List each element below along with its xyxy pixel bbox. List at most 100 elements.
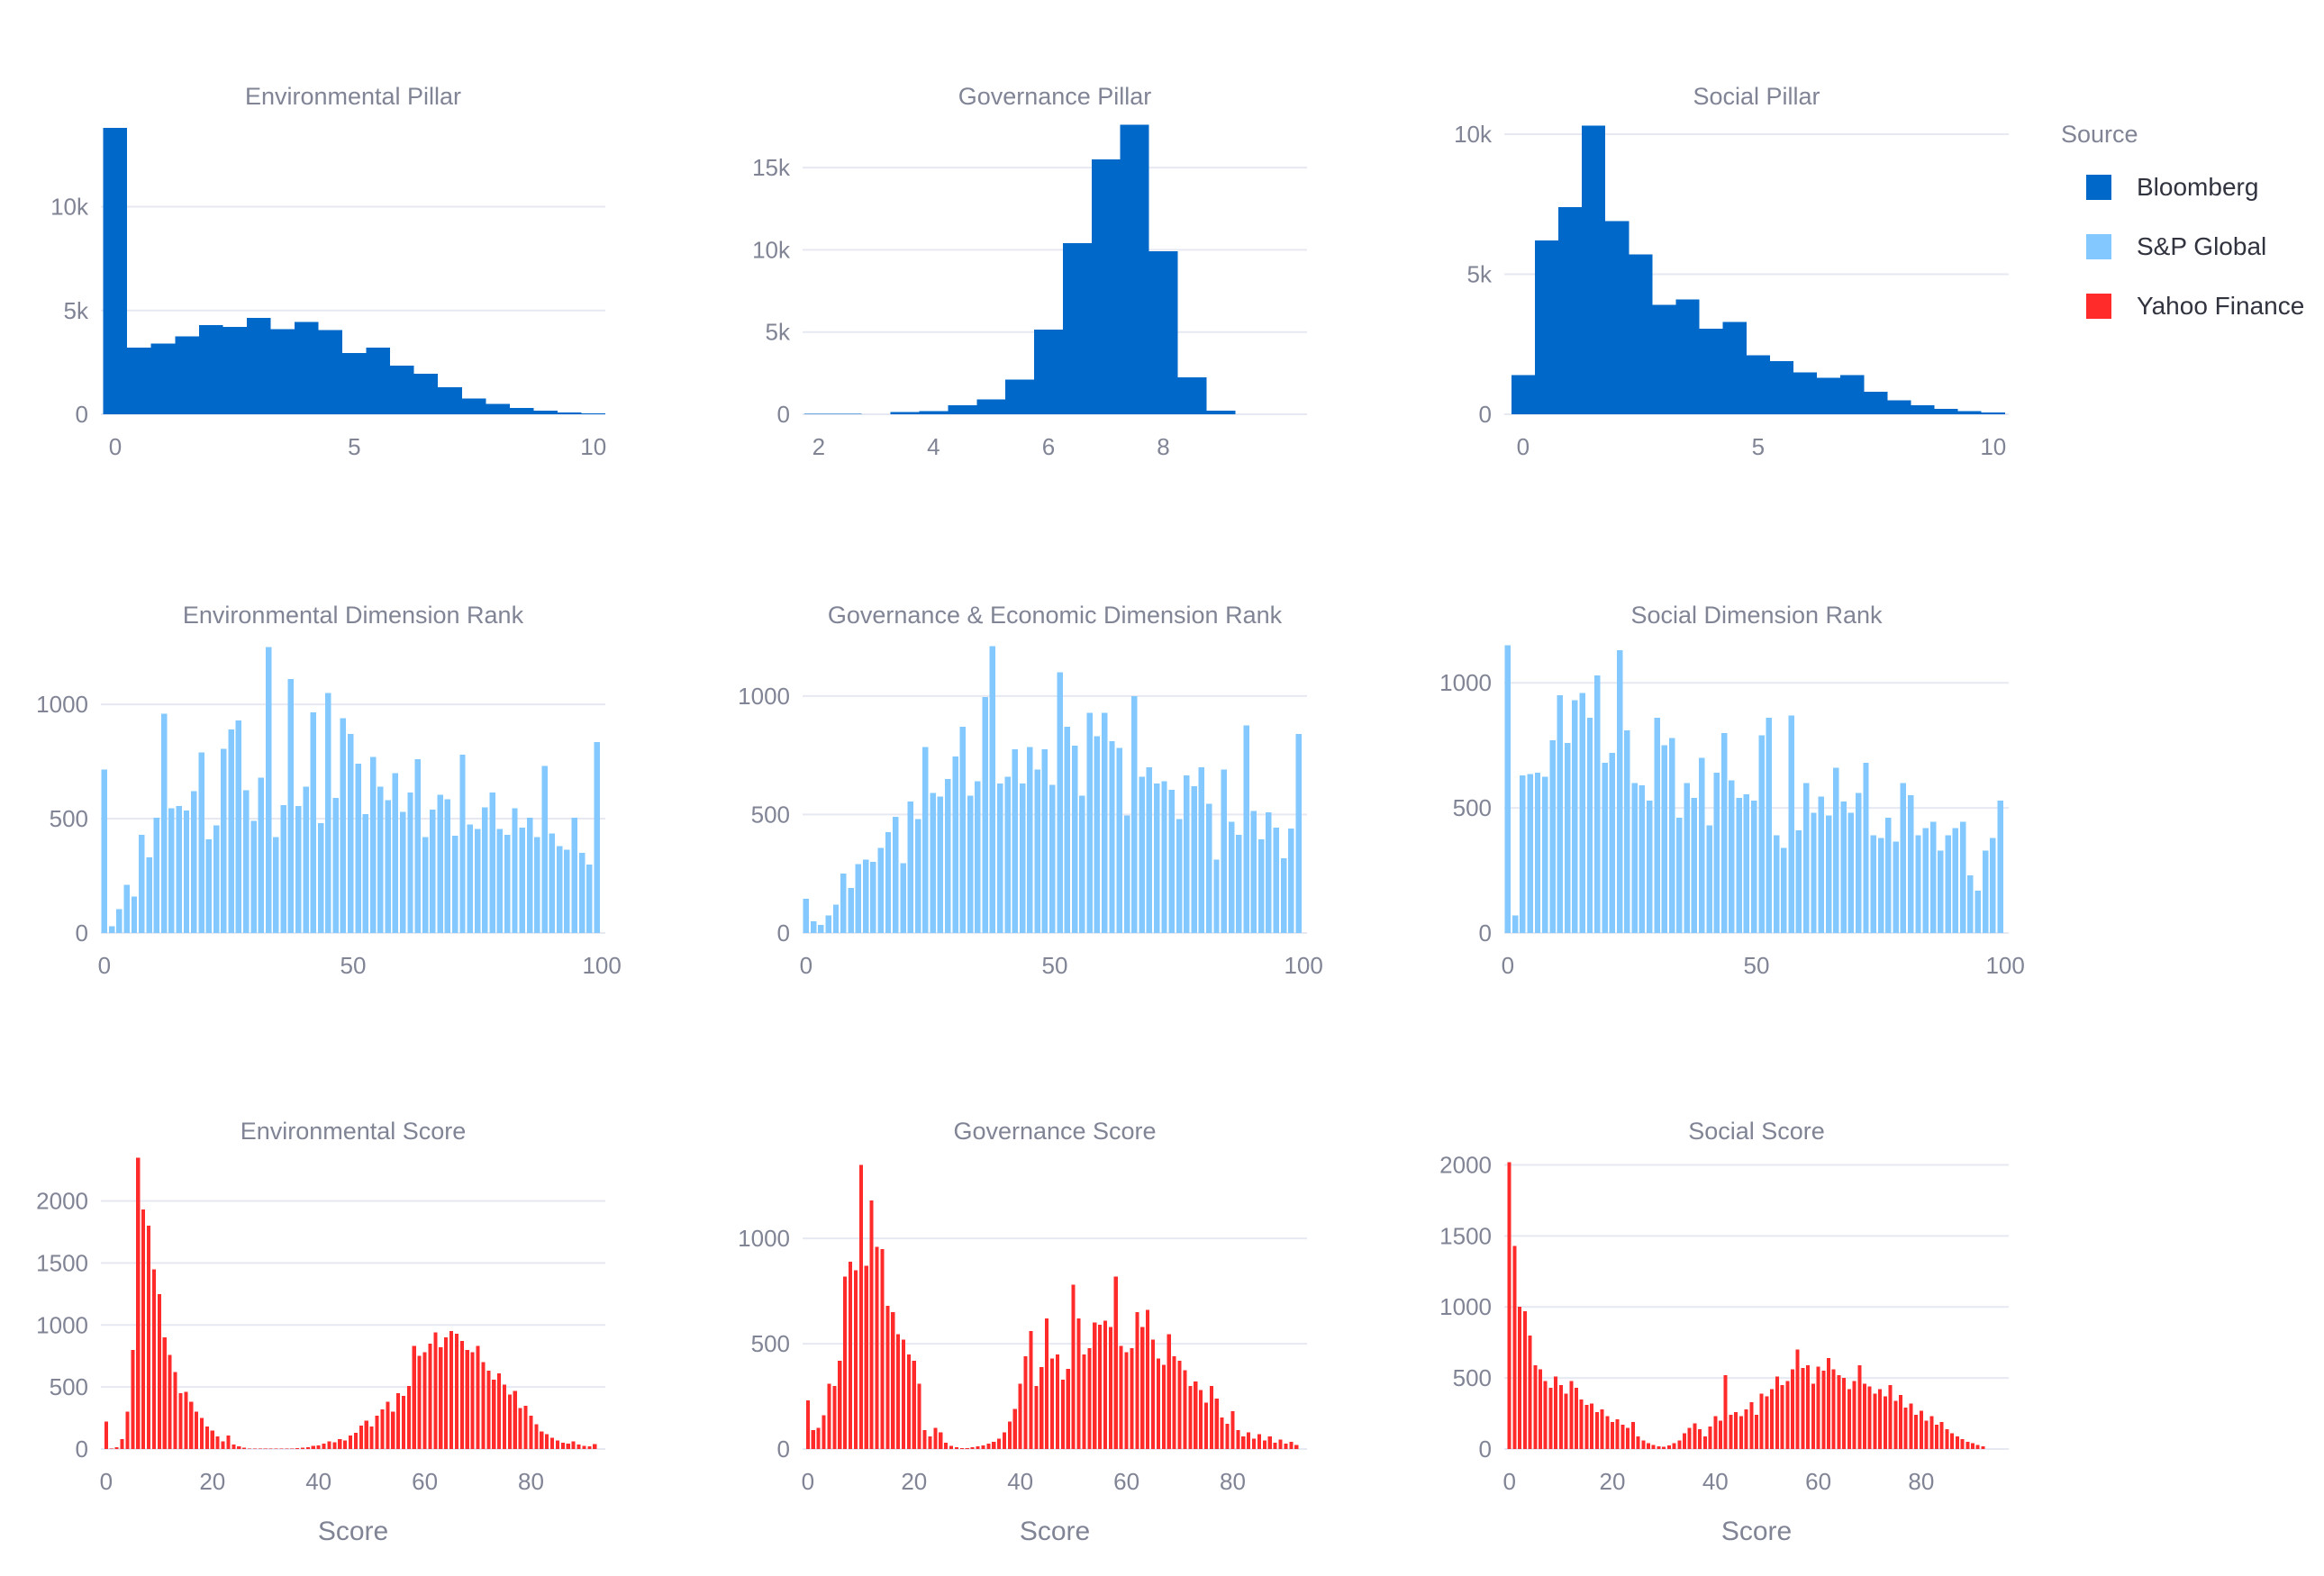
histogram-bar[interactable] [1172, 1356, 1176, 1449]
histogram-bar[interactable] [1795, 1349, 1800, 1449]
histogram-bar[interactable] [1893, 841, 1899, 933]
histogram-bar[interactable] [976, 399, 1006, 414]
histogram-bar[interactable] [564, 849, 570, 933]
histogram-bar[interactable] [1720, 732, 1728, 933]
histogram-bar[interactable] [1168, 789, 1176, 933]
histogram-bar[interactable] [1123, 815, 1130, 933]
histogram-bar[interactable] [914, 819, 921, 933]
histogram-bar[interactable] [1543, 1381, 1548, 1449]
histogram-bar[interactable] [355, 764, 361, 933]
histogram-bar[interactable] [893, 817, 899, 933]
histogram-bar[interactable] [1922, 828, 1929, 933]
histogram-bar[interactable] [1041, 749, 1049, 933]
histogram-bar[interactable] [1857, 1364, 1862, 1449]
histogram-bar[interactable] [1699, 329, 1723, 414]
histogram-bar[interactable] [939, 1432, 943, 1449]
histogram-bar[interactable] [1657, 1445, 1661, 1449]
histogram-bar[interactable] [917, 1383, 921, 1449]
histogram-bar[interactable] [1974, 890, 1981, 933]
histogram-bar[interactable] [1584, 1405, 1589, 1449]
histogram-bar[interactable] [1191, 785, 1197, 933]
histogram-bar[interactable] [1534, 240, 1559, 414]
histogram-bar[interactable] [173, 1372, 177, 1449]
histogram-bar[interactable] [1594, 1411, 1599, 1449]
histogram-bar[interactable] [848, 888, 854, 933]
histogram-bar[interactable] [1811, 1383, 1815, 1449]
histogram-bar[interactable] [438, 387, 462, 414]
histogram-bar[interactable] [1887, 400, 1911, 414]
histogram-bar[interactable] [1582, 125, 1606, 414]
histogram-bar[interactable] [933, 1427, 938, 1449]
histogram-bar[interactable] [948, 404, 977, 414]
histogram-bar[interactable] [114, 1446, 119, 1449]
histogram-bar[interactable] [270, 329, 295, 414]
histogram-bar[interactable] [1093, 1322, 1097, 1449]
histogram-bar[interactable] [1086, 712, 1093, 933]
histogram-bar[interactable] [412, 1345, 416, 1449]
histogram-bar[interactable] [353, 1433, 359, 1449]
histogram-bar[interactable] [413, 374, 439, 414]
histogram-bar[interactable] [1262, 1440, 1266, 1449]
histogram-bar[interactable] [399, 811, 406, 933]
histogram-bar[interactable] [906, 1354, 911, 1449]
histogram-bar[interactable] [1062, 243, 1092, 414]
histogram-bar[interactable] [325, 693, 331, 933]
histogram-bar[interactable] [1801, 1368, 1805, 1449]
histogram-bar[interactable] [1734, 1411, 1738, 1449]
histogram-bar[interactable] [880, 1248, 885, 1449]
histogram-bar[interactable] [1924, 1420, 1929, 1449]
histogram-bar[interactable] [1672, 1443, 1676, 1449]
histogram-bar[interactable] [1066, 1369, 1070, 1449]
histogram-bar[interactable] [526, 817, 533, 933]
histogram-bar[interactable] [1900, 783, 1907, 933]
histogram-bar[interactable] [1840, 802, 1847, 933]
histogram-bar[interactable] [523, 1405, 528, 1449]
histogram-bar[interactable] [108, 926, 115, 933]
histogram-bar[interactable] [250, 820, 257, 933]
histogram-bar[interactable] [1167, 1334, 1171, 1449]
histogram-bar[interactable] [375, 1415, 379, 1449]
histogram-bar[interactable] [1549, 740, 1556, 933]
histogram-bar[interactable] [1867, 1386, 1872, 1449]
histogram-bar[interactable] [340, 718, 347, 933]
histogram-bar[interactable] [444, 799, 451, 933]
histogram-bar[interactable] [1729, 780, 1735, 933]
histogram-bar[interactable] [853, 1270, 858, 1449]
histogram-bar[interactable] [497, 1372, 502, 1449]
histogram-bar[interactable] [1243, 725, 1249, 933]
histogram-bar[interactable] [1675, 299, 1700, 414]
histogram-bar[interactable] [1698, 1428, 1702, 1449]
histogram-bar[interactable] [518, 1408, 522, 1449]
histogram-bar[interactable] [1007, 1421, 1012, 1449]
histogram-bar[interactable] [1205, 803, 1212, 933]
histogram-bar[interactable] [265, 647, 272, 933]
histogram-bar[interactable] [191, 791, 197, 933]
histogram-bar[interactable] [997, 783, 1003, 933]
histogram-bar[interactable] [1019, 783, 1026, 933]
histogram-bar[interactable] [1915, 835, 1921, 933]
histogram-bar[interactable] [391, 1411, 395, 1449]
histogram-bar[interactable] [1273, 827, 1279, 933]
histogram-bar[interactable] [1965, 1442, 1970, 1449]
histogram-bar[interactable] [1049, 784, 1056, 933]
histogram-bar[interactable] [459, 1341, 464, 1449]
histogram-bar[interactable] [811, 1429, 815, 1449]
histogram-bar[interactable] [982, 697, 988, 933]
histogram-bar[interactable] [1076, 1318, 1081, 1449]
histogram-bar[interactable] [481, 1362, 486, 1449]
histogram-bar[interactable] [150, 343, 176, 414]
histogram-bar[interactable] [1945, 835, 1951, 933]
histogram-bar[interactable] [1533, 1364, 1538, 1449]
histogram-bar[interactable] [989, 646, 996, 933]
histogram-bar[interactable] [1558, 1385, 1563, 1449]
histogram-bar[interactable] [406, 1385, 411, 1449]
histogram-bar[interactable] [1668, 738, 1675, 933]
histogram-bar[interactable] [366, 348, 391, 414]
histogram-bar[interactable] [1177, 376, 1207, 414]
histogram-bar[interactable] [1981, 412, 2005, 414]
histogram-bar[interactable] [1064, 727, 1071, 933]
histogram-bar[interactable] [1990, 838, 1996, 933]
histogram-bar[interactable] [1177, 1360, 1182, 1449]
histogram-bar[interactable] [970, 1447, 975, 1449]
histogram-bar[interactable] [534, 1424, 539, 1449]
